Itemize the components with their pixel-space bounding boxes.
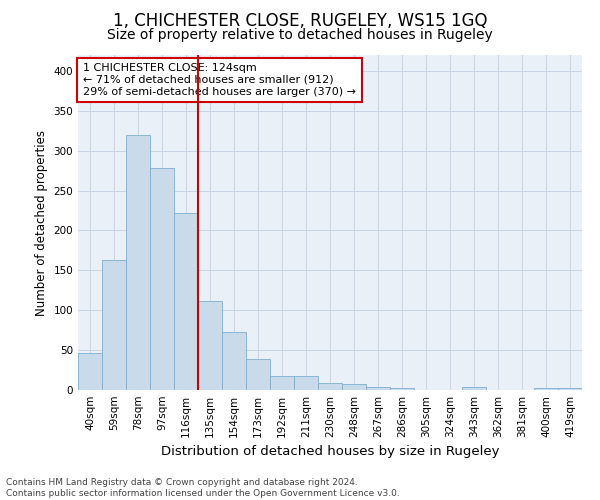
Bar	[366, 387, 390, 390]
Bar	[126, 135, 150, 390]
Bar	[78, 352, 102, 390]
Bar	[150, 168, 174, 390]
Bar	[174, 213, 198, 390]
Bar	[198, 300, 222, 390]
Bar	[294, 376, 318, 390]
Bar	[462, 387, 486, 390]
Text: 1 CHICHESTER CLOSE: 124sqm
← 71% of detached houses are smaller (912)
29% of sem: 1 CHICHESTER CLOSE: 124sqm ← 71% of deta…	[83, 64, 356, 96]
Text: 1, CHICHESTER CLOSE, RUGELEY, WS15 1GQ: 1, CHICHESTER CLOSE, RUGELEY, WS15 1GQ	[113, 12, 487, 30]
Bar	[390, 388, 414, 390]
Bar	[342, 384, 366, 390]
Bar	[318, 383, 342, 390]
Y-axis label: Number of detached properties: Number of detached properties	[35, 130, 48, 316]
Text: Size of property relative to detached houses in Rugeley: Size of property relative to detached ho…	[107, 28, 493, 42]
Bar	[102, 260, 126, 390]
Bar	[534, 388, 558, 390]
Text: Contains HM Land Registry data © Crown copyright and database right 2024.
Contai: Contains HM Land Registry data © Crown c…	[6, 478, 400, 498]
Bar	[558, 388, 582, 390]
Bar	[246, 359, 270, 390]
X-axis label: Distribution of detached houses by size in Rugeley: Distribution of detached houses by size …	[161, 446, 499, 458]
Bar	[270, 376, 294, 390]
Bar	[222, 332, 246, 390]
